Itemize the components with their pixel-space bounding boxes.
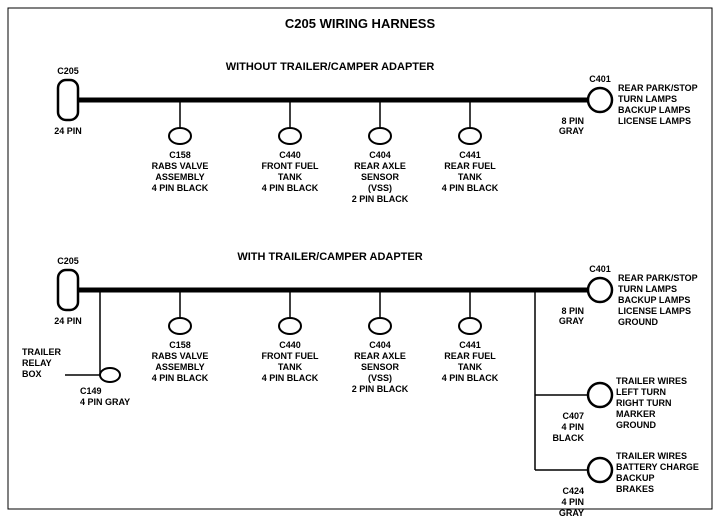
- extra-right-connector: [588, 383, 612, 407]
- c149-id: C149: [80, 386, 102, 396]
- drop-id: C158: [169, 150, 191, 160]
- drop-id: C440: [279, 150, 301, 160]
- drop-label: TANK: [278, 172, 303, 182]
- right-connector: [588, 278, 612, 302]
- right-connector-id: C401: [589, 74, 611, 84]
- c149-connector: [100, 368, 120, 382]
- drop-label: (VSS): [368, 373, 392, 383]
- drop-connector: [279, 318, 301, 334]
- extra-right-pins: 4 PIN: [561, 422, 584, 432]
- extra-right-connector: [588, 458, 612, 482]
- drop-label: TANK: [458, 172, 483, 182]
- drop-id: C441: [459, 340, 481, 350]
- right-connector-func: TURN LAMPS: [618, 284, 677, 294]
- right-connector-pins: 8 PIN: [561, 116, 584, 126]
- right-connector-func: TURN LAMPS: [618, 94, 677, 104]
- drop-label: 2 PIN BLACK: [352, 194, 409, 204]
- drop-label: REAR AXLE: [354, 161, 406, 171]
- drop-label: 4 PIN BLACK: [442, 373, 499, 383]
- drop-label: ASSEMBLY: [155, 362, 204, 372]
- drop-label: SENSOR: [361, 172, 400, 182]
- drop-id: C440: [279, 340, 301, 350]
- drop-label: ASSEMBLY: [155, 172, 204, 182]
- drop-label: 2 PIN BLACK: [352, 384, 409, 394]
- extra-right-func: BATTERY CHARGE: [616, 462, 699, 472]
- left-connector-id: C205: [57, 66, 79, 76]
- drop-label: FRONT FUEL: [262, 351, 319, 361]
- left-connector: [58, 80, 78, 120]
- left-connector-pins: 24 PIN: [54, 126, 82, 136]
- right-connector-func: REAR PARK/STOP: [618, 273, 698, 283]
- drop-label: TANK: [458, 362, 483, 372]
- drop-id: C441: [459, 150, 481, 160]
- drop-label: 4 PIN BLACK: [262, 373, 319, 383]
- drop-label: SENSOR: [361, 362, 400, 372]
- extra-right-func: BRAKES: [616, 484, 654, 494]
- trailer-relay-box-label: BOX: [22, 369, 42, 379]
- drop-connector: [169, 128, 191, 144]
- drop-label: 4 PIN BLACK: [152, 373, 209, 383]
- drop-label: REAR AXLE: [354, 351, 406, 361]
- drop-connector: [459, 128, 481, 144]
- extra-right-id: C407: [562, 411, 584, 421]
- right-connector-color: GRAY: [559, 126, 584, 136]
- drop-label: RABS VALVE: [152, 351, 209, 361]
- drop-id: C404: [369, 150, 391, 160]
- right-connector-pins: 8 PIN: [561, 306, 584, 316]
- drop-connector: [169, 318, 191, 334]
- section-subtitle: WITH TRAILER/CAMPER ADAPTER: [237, 251, 422, 263]
- extra-right-func: TRAILER WIRES: [616, 451, 687, 461]
- drop-label: 4 PIN BLACK: [262, 183, 319, 193]
- drop-label: 4 PIN BLACK: [442, 183, 499, 193]
- drop-label: RABS VALVE: [152, 161, 209, 171]
- right-connector-func: LICENSE LAMPS: [618, 306, 691, 316]
- drop-connector: [459, 318, 481, 334]
- right-connector-func: LICENSE LAMPS: [618, 116, 691, 126]
- drop-label: 4 PIN BLACK: [152, 183, 209, 193]
- drop-label: REAR FUEL: [444, 161, 496, 171]
- drop-label: TANK: [278, 362, 303, 372]
- extra-right-func: MARKER: [616, 409, 656, 419]
- extra-right-func: RIGHT TURN: [616, 398, 672, 408]
- drop-label: FRONT FUEL: [262, 161, 319, 171]
- extra-right-pins: GRAY: [559, 508, 584, 517]
- right-connector-color: GRAY: [559, 316, 584, 326]
- right-connector-func: GROUND: [618, 317, 658, 327]
- extra-right-func: TRAILER WIRES: [616, 376, 687, 386]
- right-connector-func: BACKUP LAMPS: [618, 105, 690, 115]
- right-connector: [588, 88, 612, 112]
- trailer-relay-box-label: TRAILER: [22, 347, 61, 357]
- drop-connector: [369, 318, 391, 334]
- extra-right-pins: 4 PIN: [561, 497, 584, 507]
- extra-right-pins: BLACK: [553, 433, 585, 443]
- drop-connector: [369, 128, 391, 144]
- extra-right-func: GROUND: [616, 420, 656, 430]
- main-title: C205 WIRING HARNESS: [285, 16, 436, 31]
- c149-pins: 4 PIN GRAY: [80, 397, 130, 407]
- drop-id: C404: [369, 340, 391, 350]
- right-connector-id: C401: [589, 264, 611, 274]
- drop-connector: [279, 128, 301, 144]
- right-connector-func: BACKUP LAMPS: [618, 295, 690, 305]
- left-connector-pins: 24 PIN: [54, 316, 82, 326]
- right-connector-func: REAR PARK/STOP: [618, 83, 698, 93]
- extra-right-func: LEFT TURN: [616, 387, 666, 397]
- extra-right-func: BACKUP: [616, 473, 655, 483]
- drop-label: REAR FUEL: [444, 351, 496, 361]
- extra-right-id: C424: [562, 486, 584, 496]
- trailer-relay-box-label: RELAY: [22, 358, 52, 368]
- section-subtitle: WITHOUT TRAILER/CAMPER ADAPTER: [226, 61, 435, 73]
- left-connector-id: C205: [57, 256, 79, 266]
- drop-label: (VSS): [368, 183, 392, 193]
- drop-id: C158: [169, 340, 191, 350]
- left-connector: [58, 270, 78, 310]
